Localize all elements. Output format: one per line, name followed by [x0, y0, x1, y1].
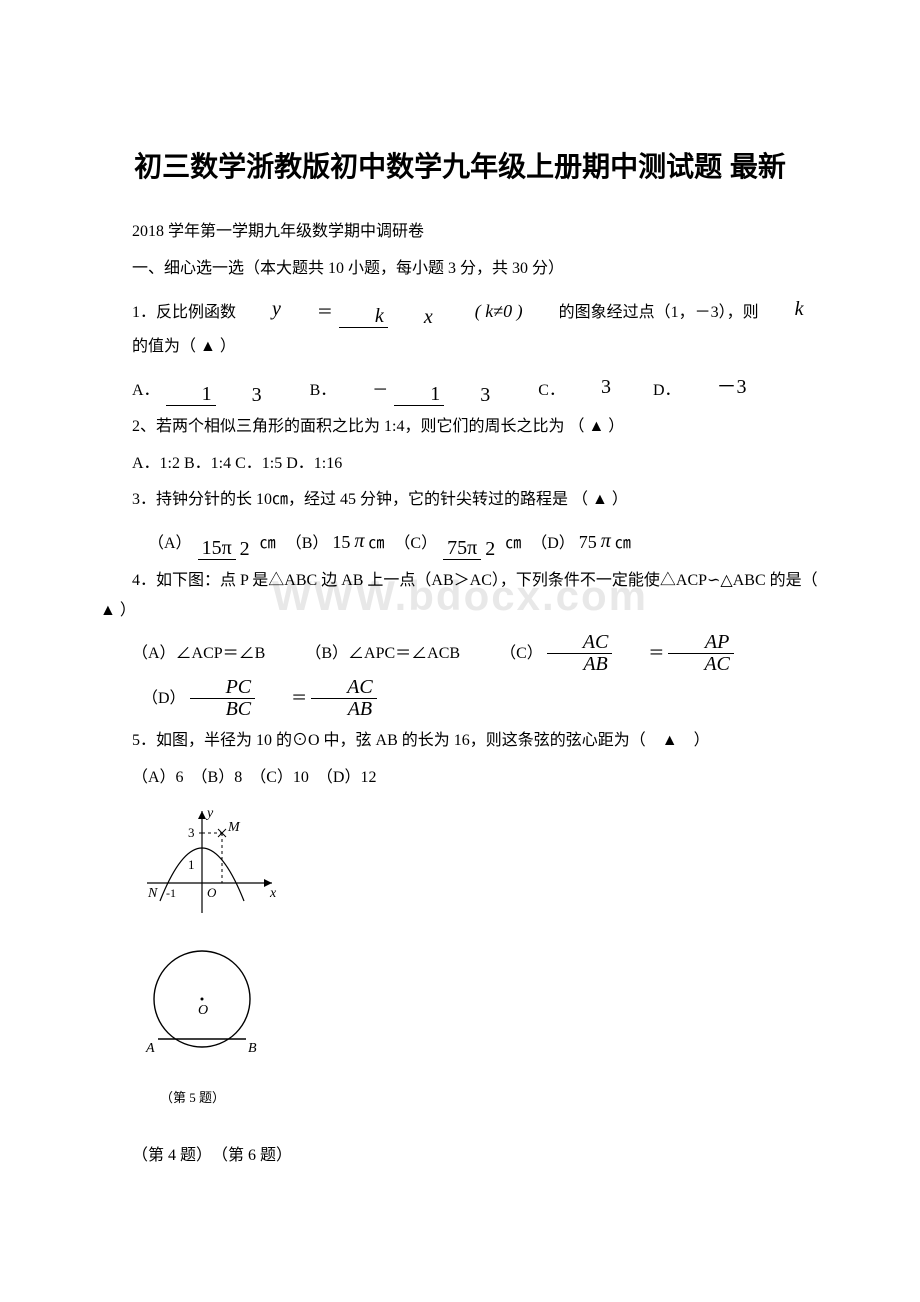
q1-D-label: D． [621, 376, 681, 406]
figure-coord: y x O 3 1 -1 M N [132, 803, 820, 934]
q3-C-den: 2 [481, 539, 499, 560]
q1-B-num: 1 [394, 384, 444, 406]
q4-C-eq: ＝ [616, 639, 664, 669]
q4-options: （A）∠ACP＝∠B （B）∠APC＝∠ACB （C） AC AB ＝ AP A… [100, 632, 820, 720]
q4-D-eq: ＝ [259, 684, 307, 714]
q1-prefix: 1．反比例函数 [100, 298, 236, 328]
q1-A-label: A． [100, 376, 160, 406]
svg-text:O: O [207, 885, 217, 900]
q1-eq: ＝ [285, 298, 333, 328]
svg-text:A: A [145, 1041, 155, 1056]
q3-D-label: （D） [531, 529, 575, 559]
svg-text:B: B [248, 1041, 257, 1056]
q3-C-label: （C） [394, 529, 437, 559]
q4-C-label: （C） [468, 639, 543, 669]
fig2-caption: （第 5 题） [132, 1086, 820, 1111]
q3-D-pi: π [601, 522, 611, 560]
svg-text:M: M [227, 820, 241, 835]
svg-text:-1: -1 [166, 886, 176, 900]
q1-B-frac: 1 3 [392, 384, 496, 406]
q3-stem: 3．持钟分针的长 10㎝，经过 45 分钟，它的针尖转过的路程是 （ ▲ ） [100, 485, 820, 515]
q1-mid: 的图象经过点（1，－3），则 [527, 298, 759, 328]
q4-D-lden: BC [190, 699, 256, 720]
q3-A-num: 15π [198, 538, 236, 560]
svg-text:x: x [269, 886, 277, 901]
q1-B-den: 3 [444, 385, 494, 406]
q4-D-right: AC AB [309, 677, 379, 720]
q1-D-val: －3 [685, 368, 747, 406]
q1-cond: ( k≠0 ) [443, 294, 523, 328]
q3-A-unit: ㎝ [260, 529, 276, 559]
q3-B-pi: π [354, 522, 364, 560]
q3-C-unit: ㎝ [505, 529, 521, 559]
page-title: 初三数学浙教版初中数学九年级上册期中测试题 最新 [100, 140, 820, 193]
q4-D-rden: AB [311, 699, 377, 720]
svg-text:3: 3 [188, 825, 195, 840]
q4-C-left: AC AB [545, 632, 615, 675]
q1-frac-num: k [339, 306, 388, 328]
svg-text:y: y [205, 806, 214, 821]
q3-D-val: 75 [579, 525, 597, 559]
q4-B: （B）∠APC＝∠ACB [273, 639, 460, 669]
q4-C-lnum: AC [547, 632, 613, 654]
q1-B-label: B． [278, 376, 337, 406]
q4-D-label: （D） [110, 684, 186, 714]
q5-stem: 5．如图，半径为 10 的⊙O 中，弦 AB 的长为 16，则这条弦的弦心距为（… [100, 726, 820, 756]
q1-A-num: 1 [166, 384, 216, 406]
q5-options: （A）6 （B）8 （C）10 （D）12 [100, 763, 820, 793]
q1-A-frac: 1 3 [164, 384, 268, 406]
subtitle: 2018 学年第一学期九年级数学期中调研卷 [100, 217, 820, 247]
q1-A-den: 3 [216, 385, 266, 406]
q4-stem: 4．如下图：点 P 是△ABC 边 AB 上一点（AB＞AC），下列条件不一定能… [100, 566, 820, 627]
q1-options: A． 1 3 B． － 1 3 C． 3 D． －3 [100, 368, 820, 406]
q3-C-frac: 75π 2 [441, 538, 501, 560]
q3-options: （A） 15π 2 ㎝ （B） 15π ㎝ （C） 75π 2 ㎝ （D） 75… [100, 522, 820, 560]
coord-svg: y x O 3 1 -1 M N [132, 803, 282, 923]
q3-A-frac: 15π 2 [196, 538, 256, 560]
figure-circle: O A B （第 5 题） [132, 944, 820, 1110]
q4-D-left: PC BC [188, 677, 258, 720]
q4-C-right: AP AC [666, 632, 736, 675]
q1-frac: k x [337, 306, 439, 328]
q1-suffix: 的值为（ ▲ ） [100, 332, 236, 362]
bottom-captions: （第 4 题） （第 6 题） [100, 1141, 820, 1171]
q4-block: WWW.bdocx.com 4．如下图：点 P 是△ABC 边 AB 上一点（A… [100, 566, 820, 627]
q4-C-rden: AC [668, 654, 734, 675]
q4-D-lnum: PC [190, 677, 256, 699]
q1-stem: 1．反比例函数 y ＝ k x ( k≠0 ) 的图象经过点（1，－3），则 k… [100, 290, 820, 362]
q1-C-val: 3 [569, 368, 611, 406]
q4-D-rnum: AC [311, 677, 377, 699]
q3-B-val: 15 [332, 525, 350, 559]
q3-B-unit: ㎝ [368, 529, 384, 559]
q3-B-label: （B） [286, 529, 329, 559]
q4-C-rnum: AP [668, 632, 734, 654]
svg-text:N: N [147, 886, 158, 901]
svg-text:O: O [198, 1003, 208, 1018]
q3-D-unit: ㎝ [615, 529, 631, 559]
q3-C-num: 75π [443, 538, 481, 560]
q2-options: A．1:2 B．1:4 C．1:5 D．1:16 [100, 449, 820, 479]
q1-frac-den: x [388, 307, 437, 328]
q2-stem: 2、若两个相似三角形的面积之比为 1:4，则它们的周长之比为 （ ▲ ） [100, 412, 820, 442]
q1-k: k [763, 290, 804, 328]
q1-C-label: C． [506, 376, 565, 406]
q3-A-den: 2 [236, 539, 254, 560]
q1-y: y [240, 290, 281, 328]
circle-svg: O A B [132, 944, 272, 1074]
q3-A-label: （A） [148, 529, 192, 559]
q4-A: （A）∠ACP＝∠B [100, 639, 265, 669]
q4-C-lden: AB [547, 654, 613, 675]
svg-text:1: 1 [188, 857, 195, 872]
section-heading: 一、细心选一选（本大题共 10 小题，每小题 3 分，共 30 分） [100, 254, 820, 284]
q1-B-neg: － [340, 376, 388, 406]
